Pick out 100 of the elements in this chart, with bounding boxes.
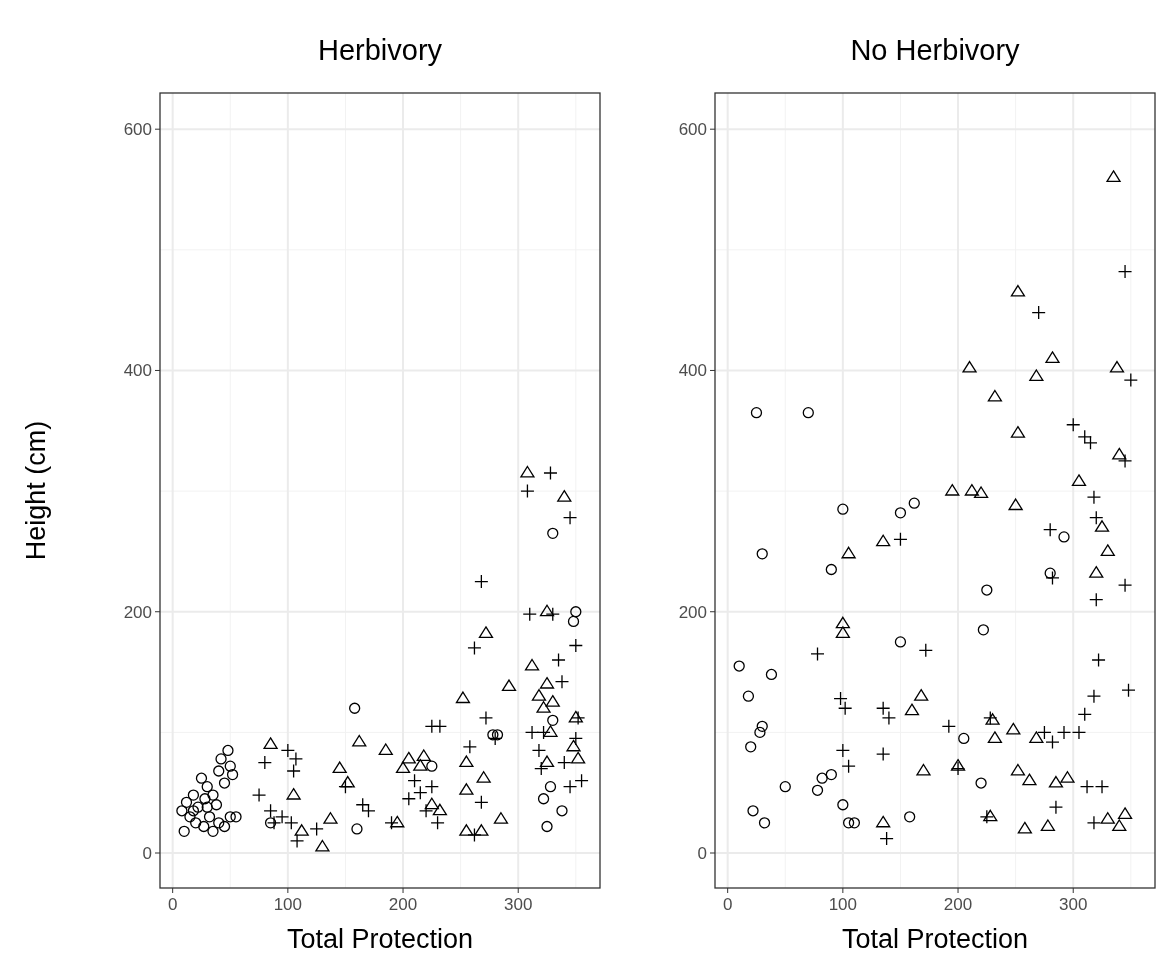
point — [1031, 305, 1046, 320]
point — [199, 793, 211, 805]
point — [462, 739, 477, 754]
point — [203, 811, 216, 823]
point — [474, 824, 489, 836]
point — [544, 781, 557, 793]
point — [904, 811, 916, 823]
point — [349, 702, 361, 714]
point — [941, 719, 956, 734]
point — [459, 824, 474, 836]
point — [413, 759, 428, 771]
point — [487, 729, 499, 741]
point — [263, 737, 278, 749]
point — [332, 761, 347, 774]
point — [315, 839, 330, 852]
point — [1008, 498, 1023, 511]
point — [187, 789, 200, 801]
point — [1037, 725, 1052, 740]
point — [1086, 815, 1102, 831]
point — [568, 638, 583, 653]
point — [1043, 522, 1058, 537]
point — [1117, 807, 1133, 819]
point — [520, 483, 535, 499]
x-tick-label: 0 — [167, 895, 178, 914]
point — [557, 755, 572, 770]
point — [779, 781, 791, 793]
point — [833, 691, 848, 706]
point — [536, 725, 551, 740]
point — [1112, 447, 1127, 460]
point — [842, 817, 855, 829]
point — [1045, 734, 1060, 750]
point — [848, 817, 861, 829]
point — [424, 779, 439, 794]
point — [1077, 707, 1092, 722]
point — [1066, 417, 1081, 432]
point — [1017, 821, 1032, 834]
point — [309, 821, 324, 837]
point — [407, 773, 422, 788]
point — [1045, 351, 1060, 363]
point — [904, 703, 920, 716]
point — [758, 817, 771, 829]
point — [478, 710, 494, 726]
point — [975, 777, 987, 789]
point — [180, 796, 193, 808]
point — [1109, 360, 1125, 373]
point — [841, 759, 856, 774]
point — [195, 772, 208, 784]
point — [534, 761, 549, 776]
point — [207, 825, 219, 837]
point — [1089, 592, 1104, 607]
x-tick-label: 0 — [722, 895, 733, 914]
point — [837, 799, 849, 811]
point — [1086, 689, 1102, 704]
y-tick-label: 0 — [142, 843, 152, 863]
point — [567, 615, 580, 628]
point — [747, 805, 759, 817]
point — [539, 604, 555, 617]
point — [224, 760, 236, 772]
point — [568, 731, 583, 746]
point — [401, 751, 416, 764]
point — [1040, 819, 1056, 832]
point — [958, 732, 970, 745]
y-tick-label: 600 — [123, 120, 152, 140]
point — [1044, 567, 1056, 579]
point — [987, 731, 1003, 743]
point — [835, 743, 850, 758]
point — [424, 797, 439, 810]
point — [251, 787, 267, 803]
point — [230, 811, 242, 823]
point — [1086, 489, 1102, 505]
point — [745, 741, 757, 753]
point — [190, 817, 202, 829]
point — [192, 801, 204, 813]
point — [547, 714, 559, 726]
point — [918, 643, 933, 658]
point — [879, 831, 894, 846]
point — [914, 689, 929, 701]
point — [459, 783, 474, 795]
point — [539, 676, 555, 689]
point — [539, 755, 555, 768]
point — [894, 636, 907, 648]
point — [574, 773, 589, 788]
point — [531, 689, 547, 701]
point — [876, 746, 891, 762]
point — [432, 803, 448, 816]
point — [384, 815, 399, 831]
point — [1100, 812, 1115, 824]
point — [501, 679, 517, 692]
point — [543, 725, 558, 737]
point — [263, 803, 278, 818]
point — [1112, 819, 1127, 832]
point — [973, 486, 989, 499]
point — [1045, 570, 1060, 586]
point — [226, 768, 239, 781]
point — [835, 616, 850, 629]
point — [1121, 683, 1136, 698]
point — [756, 548, 768, 560]
point — [390, 815, 405, 828]
point — [1071, 725, 1087, 740]
x-tick-label: 200 — [943, 895, 973, 914]
